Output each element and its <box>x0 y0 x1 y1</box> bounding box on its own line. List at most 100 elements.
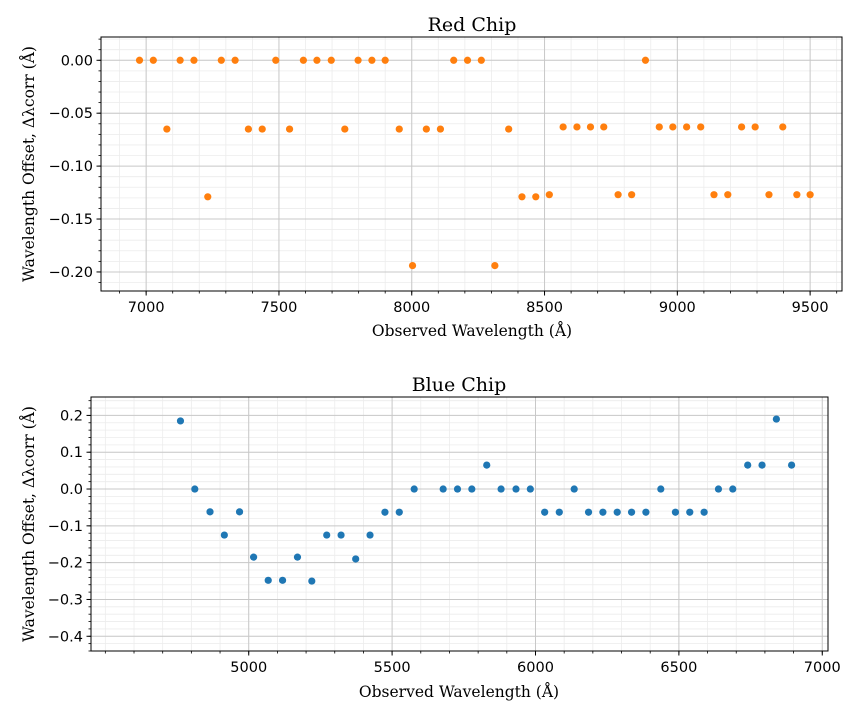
blue-chip-data-point <box>497 485 505 493</box>
blue-chip-y-tick-label: −0.2 <box>48 556 83 572</box>
blue-chip-data-point <box>642 508 650 516</box>
blue-chip-data-point <box>627 508 636 516</box>
red-chip-data-point <box>272 56 280 64</box>
red-chip-data-point <box>518 193 526 201</box>
red-chip-data-point <box>477 56 485 64</box>
red-chip-plot-frame <box>100 36 843 292</box>
blue-chip-data-point <box>395 508 403 516</box>
red-chip-data-point <box>600 123 608 131</box>
blue-chip-data-point <box>220 531 228 539</box>
blue-chip-panel: Blue Chip 5000 5500 6000 6500 7000 0.2 0.1 0.0… <box>20 374 841 701</box>
blue-chip-data-point <box>264 576 272 584</box>
blue-chip-data-point <box>512 485 520 493</box>
blue-chip-data-point <box>526 485 534 493</box>
red-chip-data-point <box>313 56 321 64</box>
red-chip-data-point <box>149 56 157 64</box>
red-chip-data-point <box>381 56 389 64</box>
red-chip-data-point <box>751 123 759 131</box>
blue-chip-data-point <box>729 485 737 493</box>
red-chip-data-point <box>395 125 403 133</box>
red-chip-y-tick-label: −0.15 <box>49 212 93 228</box>
red-chip-x-tick-label: 9500 <box>792 300 829 316</box>
blue-chip-data-point <box>410 485 418 493</box>
red-chip-panel: Red Chip 7000 7500 8000 8500 9000 9500 0.00 −0… <box>20 14 843 340</box>
blue-chip-data-point <box>308 577 316 585</box>
blue-chip-y-label: Wavelength Offset, Δλcorr (Å) <box>20 406 38 642</box>
red-chip-x-axis: 7000 7500 8000 8500 9000 9500 <box>119 291 838 316</box>
blue-chip-data-point <box>176 417 185 425</box>
red-chip-data-point <box>738 123 746 131</box>
blue-chip-data-point <box>337 531 345 539</box>
red-chip-x-tick-label: 7500 <box>260 300 297 316</box>
blue-chip-y-tick-label: 0.2 <box>60 408 83 424</box>
blue-chip-data-point <box>206 508 214 516</box>
red-chip-data-point <box>491 262 499 270</box>
red-chip-data-point <box>135 56 144 64</box>
red-chip-data-point <box>573 123 581 131</box>
red-chip-x-tick-label: 7000 <box>128 300 165 316</box>
blue-chip-points <box>176 415 796 585</box>
blue-chip-x-label: Observed Wavelength (Å) <box>359 683 559 701</box>
blue-chip-y-tick-label: −0.1 <box>48 519 83 535</box>
red-chip-data-point <box>463 56 472 64</box>
red-chip-y-tick-label: −0.20 <box>49 265 93 281</box>
red-chip-data-point <box>724 191 732 199</box>
red-chip-data-point <box>793 191 801 199</box>
red-chip-y-axis: 0.00 −0.05 −0.10 −0.15 −0.20 <box>49 38 101 283</box>
red-chip-data-point <box>163 125 171 133</box>
blue-chip-data-point <box>323 531 331 539</box>
blue-chip-plot-frame <box>90 396 829 652</box>
blue-chip-data-point <box>293 553 302 561</box>
blue-chip-data-point <box>541 508 549 516</box>
blue-chip-y-axis: 0.2 0.1 0.0 −0.1 −0.2 −0.3 −0.4 <box>48 400 91 652</box>
red-chip-data-point <box>765 191 773 199</box>
blue-chip-grid <box>91 397 828 652</box>
red-chip-data-point <box>697 123 705 131</box>
blue-chip-data-point <box>700 508 708 516</box>
red-chip-x-tick-label: 8500 <box>526 300 563 316</box>
blue-chip-data-point <box>570 485 578 493</box>
red-chip-data-point <box>285 125 294 133</box>
blue-chip-data-point <box>453 485 462 493</box>
blue-chip-y-tick-label: 0.1 <box>60 445 83 461</box>
blue-chip-data-point <box>468 485 476 493</box>
blue-chip-x-tick-label: 6500 <box>660 660 697 676</box>
blue-chip-data-point <box>758 461 766 469</box>
red-chip-x-label: Observed Wavelength (Å) <box>372 322 572 340</box>
red-chip-data-point <box>683 123 691 131</box>
red-chip-data-point <box>669 123 677 131</box>
blue-chip-y-tick-label: 0.0 <box>60 482 83 498</box>
blue-chip-data-point <box>787 461 796 469</box>
red-chip-data-point <box>217 56 225 64</box>
blue-chip-x-tick-label: 6000 <box>517 660 554 676</box>
blue-chip-x-tick-label: 7000 <box>804 660 841 676</box>
red-chip-data-point <box>545 191 553 199</box>
red-chip-points <box>135 56 814 270</box>
red-chip-data-point <box>368 56 376 64</box>
red-chip-data-point <box>408 262 417 270</box>
blue-chip-data-point <box>714 485 723 493</box>
blue-chip-title: Blue Chip <box>412 374 507 396</box>
red-chip-data-point <box>176 56 184 64</box>
blue-chip-data-point <box>483 461 491 469</box>
red-chip-data-point <box>299 56 307 64</box>
red-chip-data-point <box>505 125 513 133</box>
blue-chip-x-tick-label: 5000 <box>230 660 267 676</box>
red-chip-data-point <box>354 56 362 64</box>
blue-chip-data-point <box>278 576 287 584</box>
blue-chip-x-axis: 5000 5500 6000 6500 7000 <box>104 651 841 676</box>
blue-chip-data-point <box>191 485 199 493</box>
blue-chip-data-point <box>599 508 607 516</box>
red-chip-data-point <box>586 123 595 131</box>
blue-chip-data-point <box>352 555 360 563</box>
red-chip-data-point <box>559 123 567 131</box>
red-chip-data-point <box>779 123 787 131</box>
red-chip-data-point <box>628 191 636 199</box>
red-chip-y-tick-label: −0.05 <box>49 106 93 122</box>
red-chip-data-point <box>806 191 814 199</box>
red-chip-data-point <box>422 125 430 133</box>
blue-chip-data-point <box>235 508 244 516</box>
red-chip-data-point <box>204 193 212 201</box>
red-chip-y-tick-label: −0.10 <box>49 159 93 175</box>
